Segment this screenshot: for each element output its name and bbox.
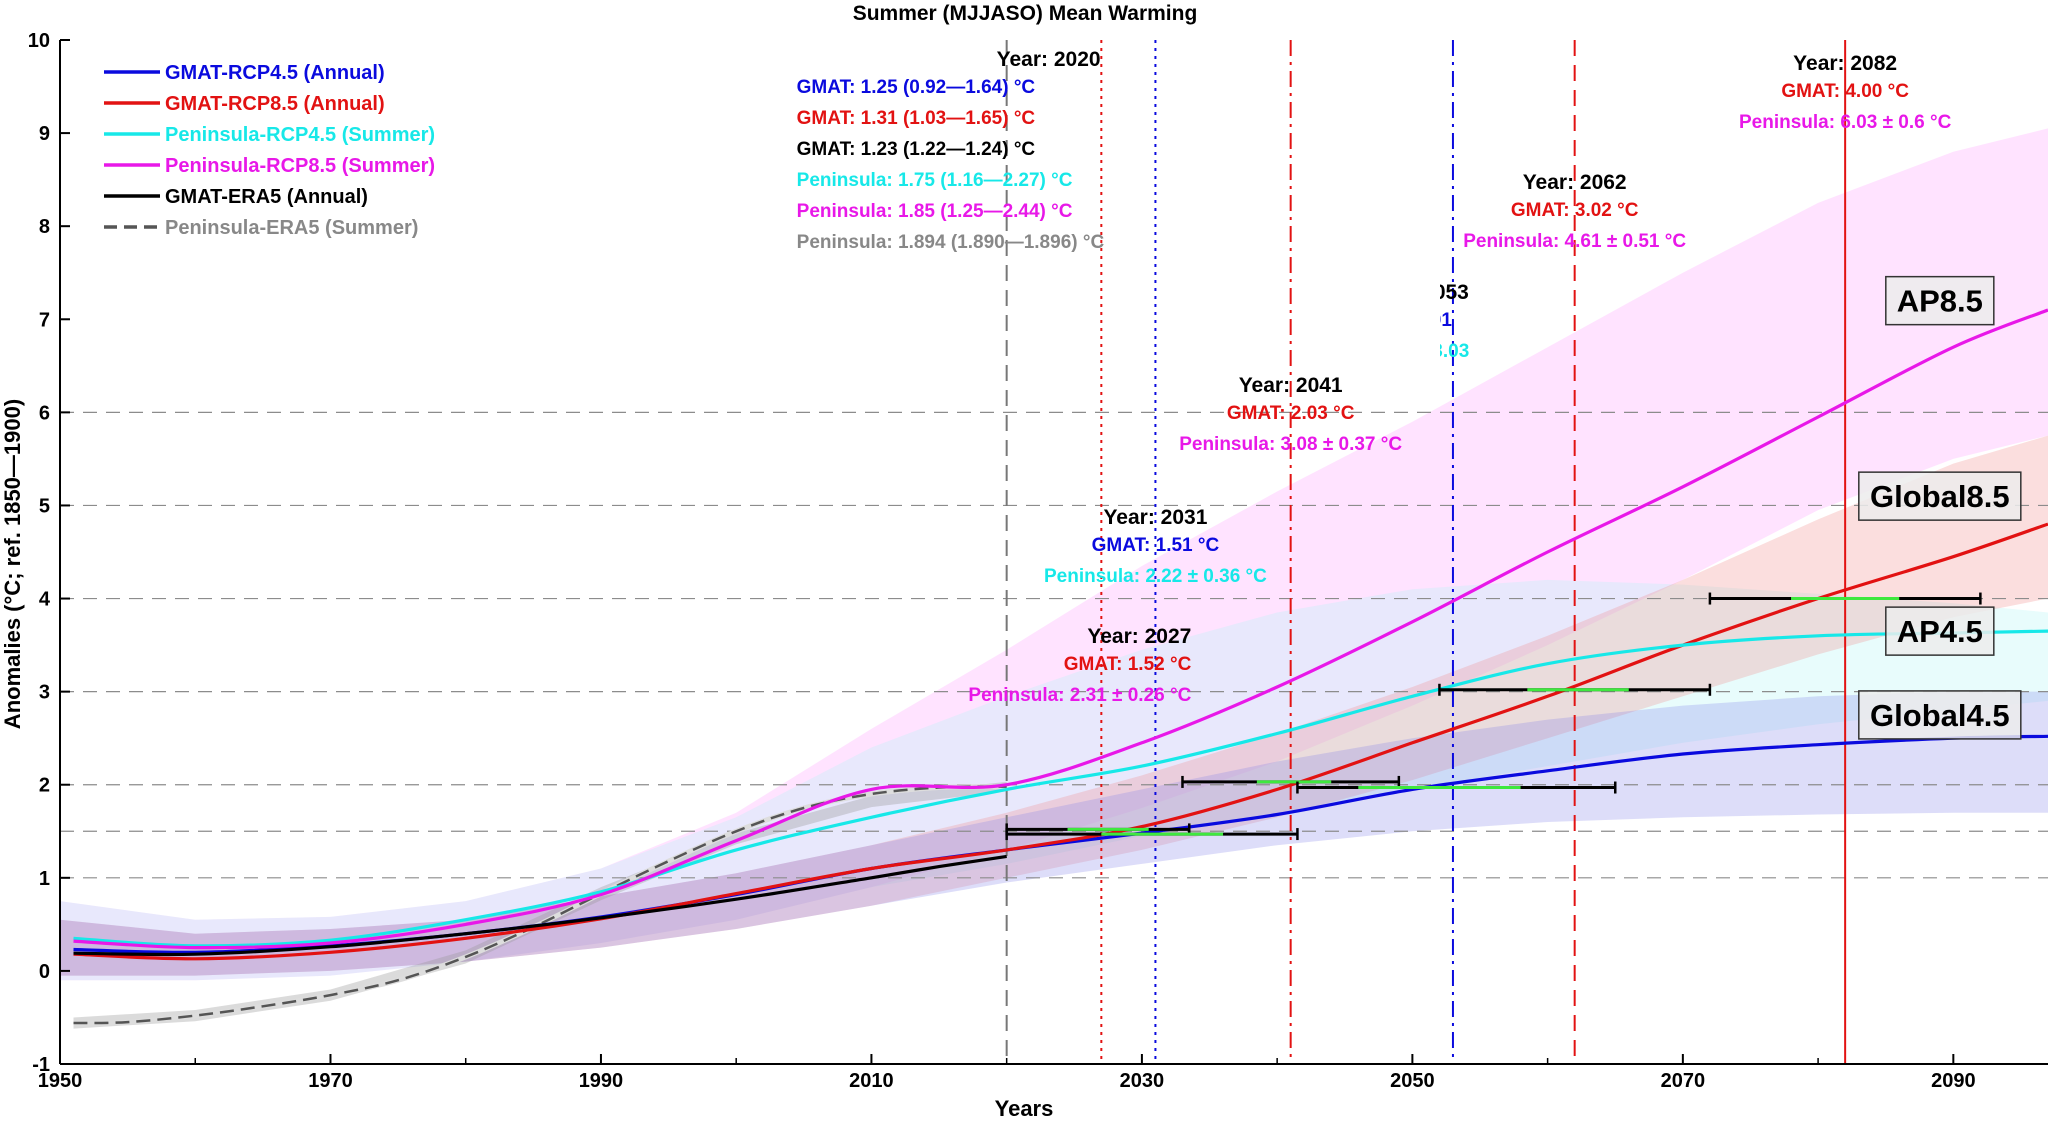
x-tick-label: 1990 bbox=[579, 1070, 624, 1092]
series-gmat-era5-annual bbox=[73, 854, 1007, 957]
band-peninsula-rcp8-5-summer bbox=[60, 128, 2048, 981]
series-lines bbox=[73, 308, 2048, 1026]
annotation-line: Peninsula: 2.22 ± 0.36 °C bbox=[1044, 566, 1267, 587]
annotation-line: GMAT: 1.25 (0.92—1.64) °C bbox=[797, 77, 1036, 98]
legend-label: Peninsula-RCP8.5 (Summer) bbox=[165, 155, 435, 177]
annotation-line: Year: 2027 bbox=[1087, 625, 1191, 648]
x-tick-label: 2010 bbox=[849, 1070, 894, 1092]
legend-label: GMAT-ERA5 (Annual) bbox=[165, 186, 368, 208]
y-tick-label: 0 bbox=[39, 961, 50, 983]
annotation-line: Year: 2082 bbox=[1793, 52, 1897, 75]
axes: 1950 1970 1990 2010 2030 2050 2070 2090 -1 0 1 2 3 4 5… bbox=[28, 30, 2048, 1092]
band-gmat-rcp8-5-annual bbox=[60, 435, 2048, 976]
annotation-year-2082: Year: 2082 GMAT: 4.00 °C Peninsula: 6.03 ±… bbox=[1739, 52, 1952, 133]
annotation-line: Peninsula: 3.03 bbox=[1331, 341, 1469, 362]
annotation-line: Peninsula: 1.75 (1.16—2.27) °C bbox=[797, 170, 1073, 191]
x-tick-label: 2070 bbox=[1661, 1070, 1706, 1092]
legend-label: GMAT-RCP4.5 (Annual) bbox=[165, 62, 385, 84]
legend-label: GMAT-RCP8.5 (Annual) bbox=[165, 93, 385, 115]
y-tick-label: -1 bbox=[32, 1054, 50, 1076]
band-label: AP8.5 bbox=[1897, 284, 1983, 319]
x-axis-label: Years bbox=[995, 1096, 1054, 1121]
y-tick-label: 5 bbox=[39, 495, 50, 517]
annotation-line: GMAT: 2.01 bbox=[1351, 310, 1452, 331]
band-label-box bbox=[1885, 275, 1995, 326]
y-tick-label: 8 bbox=[39, 216, 50, 238]
band-labels: AP8.5 Global8.5 AP4.5 Global4.5 bbox=[1858, 275, 2022, 740]
annotation-line: Peninsula: 1.85 (1.25—2.44) °C bbox=[797, 201, 1073, 222]
annotation-year-2020: Year: 2020 GMAT: 1.25 (0.92—1.64) °C GMAT:… bbox=[797, 48, 1105, 253]
band-label-box bbox=[1858, 690, 2022, 740]
annotation-line: GMAT: 4.00 °C bbox=[1781, 81, 1909, 102]
crossing-ranges bbox=[1005, 592, 1982, 841]
series-peninsula-rcp8-5-summer bbox=[73, 308, 2048, 950]
annotation-year-2062: Year: 2062 GMAT: 3.02 °C Peninsula: 4.61 ±… bbox=[1463, 171, 1686, 252]
series-peninsula-rcp4-5-summer bbox=[73, 629, 2048, 948]
annotation-line: Year: 2041 bbox=[1239, 374, 1343, 397]
y-tick-label: 3 bbox=[39, 682, 50, 704]
series-gmat-rcp8-5-annual bbox=[73, 522, 2048, 961]
annotation-line: GMAT: 1.31 (1.03—1.65) °C bbox=[797, 108, 1036, 129]
annotation-line: Peninsula: 3.08 ± 0.37 °C bbox=[1179, 434, 1402, 455]
y-tick-label: 7 bbox=[39, 309, 50, 331]
annotation-line: Peninsula: 2.31 ± 0.26 °C bbox=[968, 685, 1191, 706]
legend-label: Peninsula-RCP4.5 (Summer) bbox=[165, 124, 435, 146]
y-tick-label: 10 bbox=[28, 30, 50, 52]
x-tick-label: 2090 bbox=[1931, 1070, 1976, 1092]
chart-title: Summer (MJJASO) Mean Warming bbox=[853, 2, 1198, 25]
annotation-line: Year: 2053 bbox=[1365, 281, 1469, 304]
annotation-year-2041: Year: 2041 GMAT: 2.03 °C Peninsula: 3.08 ±… bbox=[1179, 374, 1402, 455]
legend: GMAT-RCP4.5 (Annual) GMAT-RCP8.5 (Annual)… bbox=[104, 62, 435, 239]
band-label: Global4.5 bbox=[1870, 698, 2010, 733]
annotation-line: GMAT: 1.23 (1.22—1.24) °C bbox=[797, 139, 1036, 160]
x-tick-label: 1950 bbox=[38, 1070, 83, 1092]
annotation-year-2031: Year: 2031 GMAT: 1.51 °C Peninsula: 2.22 ±… bbox=[1044, 506, 1267, 587]
x-tick-label: 2050 bbox=[1390, 1070, 1435, 1092]
annotation-line: Peninsula: 1.894 (1.890—1.896) °C bbox=[797, 232, 1105, 253]
y-tick-label: 2 bbox=[39, 775, 50, 797]
band-label-box bbox=[1858, 471, 2022, 521]
y-tick-label: 1 bbox=[39, 868, 50, 890]
y-tick-label: 9 bbox=[39, 123, 50, 145]
annotation-line: GMAT: 2.03 °C bbox=[1227, 403, 1355, 424]
annotation-year-2027: Year: 2027 GMAT: 1.52 °C Peninsula: 2.31 ±… bbox=[968, 625, 1191, 706]
annotation-line: Peninsula: 4.61 ± 0.51 °C bbox=[1463, 231, 1686, 252]
y-axis-label: Anomalies (°C; ref. 1850—1900) bbox=[0, 399, 25, 729]
band-label: Global8.5 bbox=[1870, 479, 2010, 514]
y-tick-label: 6 bbox=[39, 402, 50, 424]
band-label-box bbox=[1885, 606, 1995, 656]
annotation-year-2053: Year: 2053 GMAT: 2.01 Peninsula: 3.03 bbox=[1331, 281, 1469, 362]
annotation-line: GMAT: 1.51 °C bbox=[1092, 535, 1220, 556]
legend-label: Peninsula-ERA5 (Summer) bbox=[165, 217, 418, 239]
annotation-line: GMAT: 1.52 °C bbox=[1064, 654, 1192, 675]
annotation-line: Year: 2020 bbox=[997, 48, 1101, 71]
annotation-line: Year: 2062 bbox=[1523, 171, 1627, 194]
y-tick-label: 4 bbox=[39, 589, 51, 611]
x-tick-label: 2030 bbox=[1120, 1070, 1165, 1092]
year-annotations: Year: 2020 GMAT: 1.25 (0.92—1.64) °C GMAT:… bbox=[797, 48, 1952, 706]
year-markers bbox=[1005, 40, 1847, 1064]
annotation-line: GMAT: 3.02 °C bbox=[1511, 200, 1639, 221]
band-label: AP4.5 bbox=[1897, 614, 1983, 649]
x-tick-label: 1970 bbox=[308, 1070, 353, 1092]
annotation-line: Peninsula: 6.03 ± 0.6 °C bbox=[1739, 112, 1952, 133]
annotation-line: Year: 2031 bbox=[1103, 506, 1207, 529]
